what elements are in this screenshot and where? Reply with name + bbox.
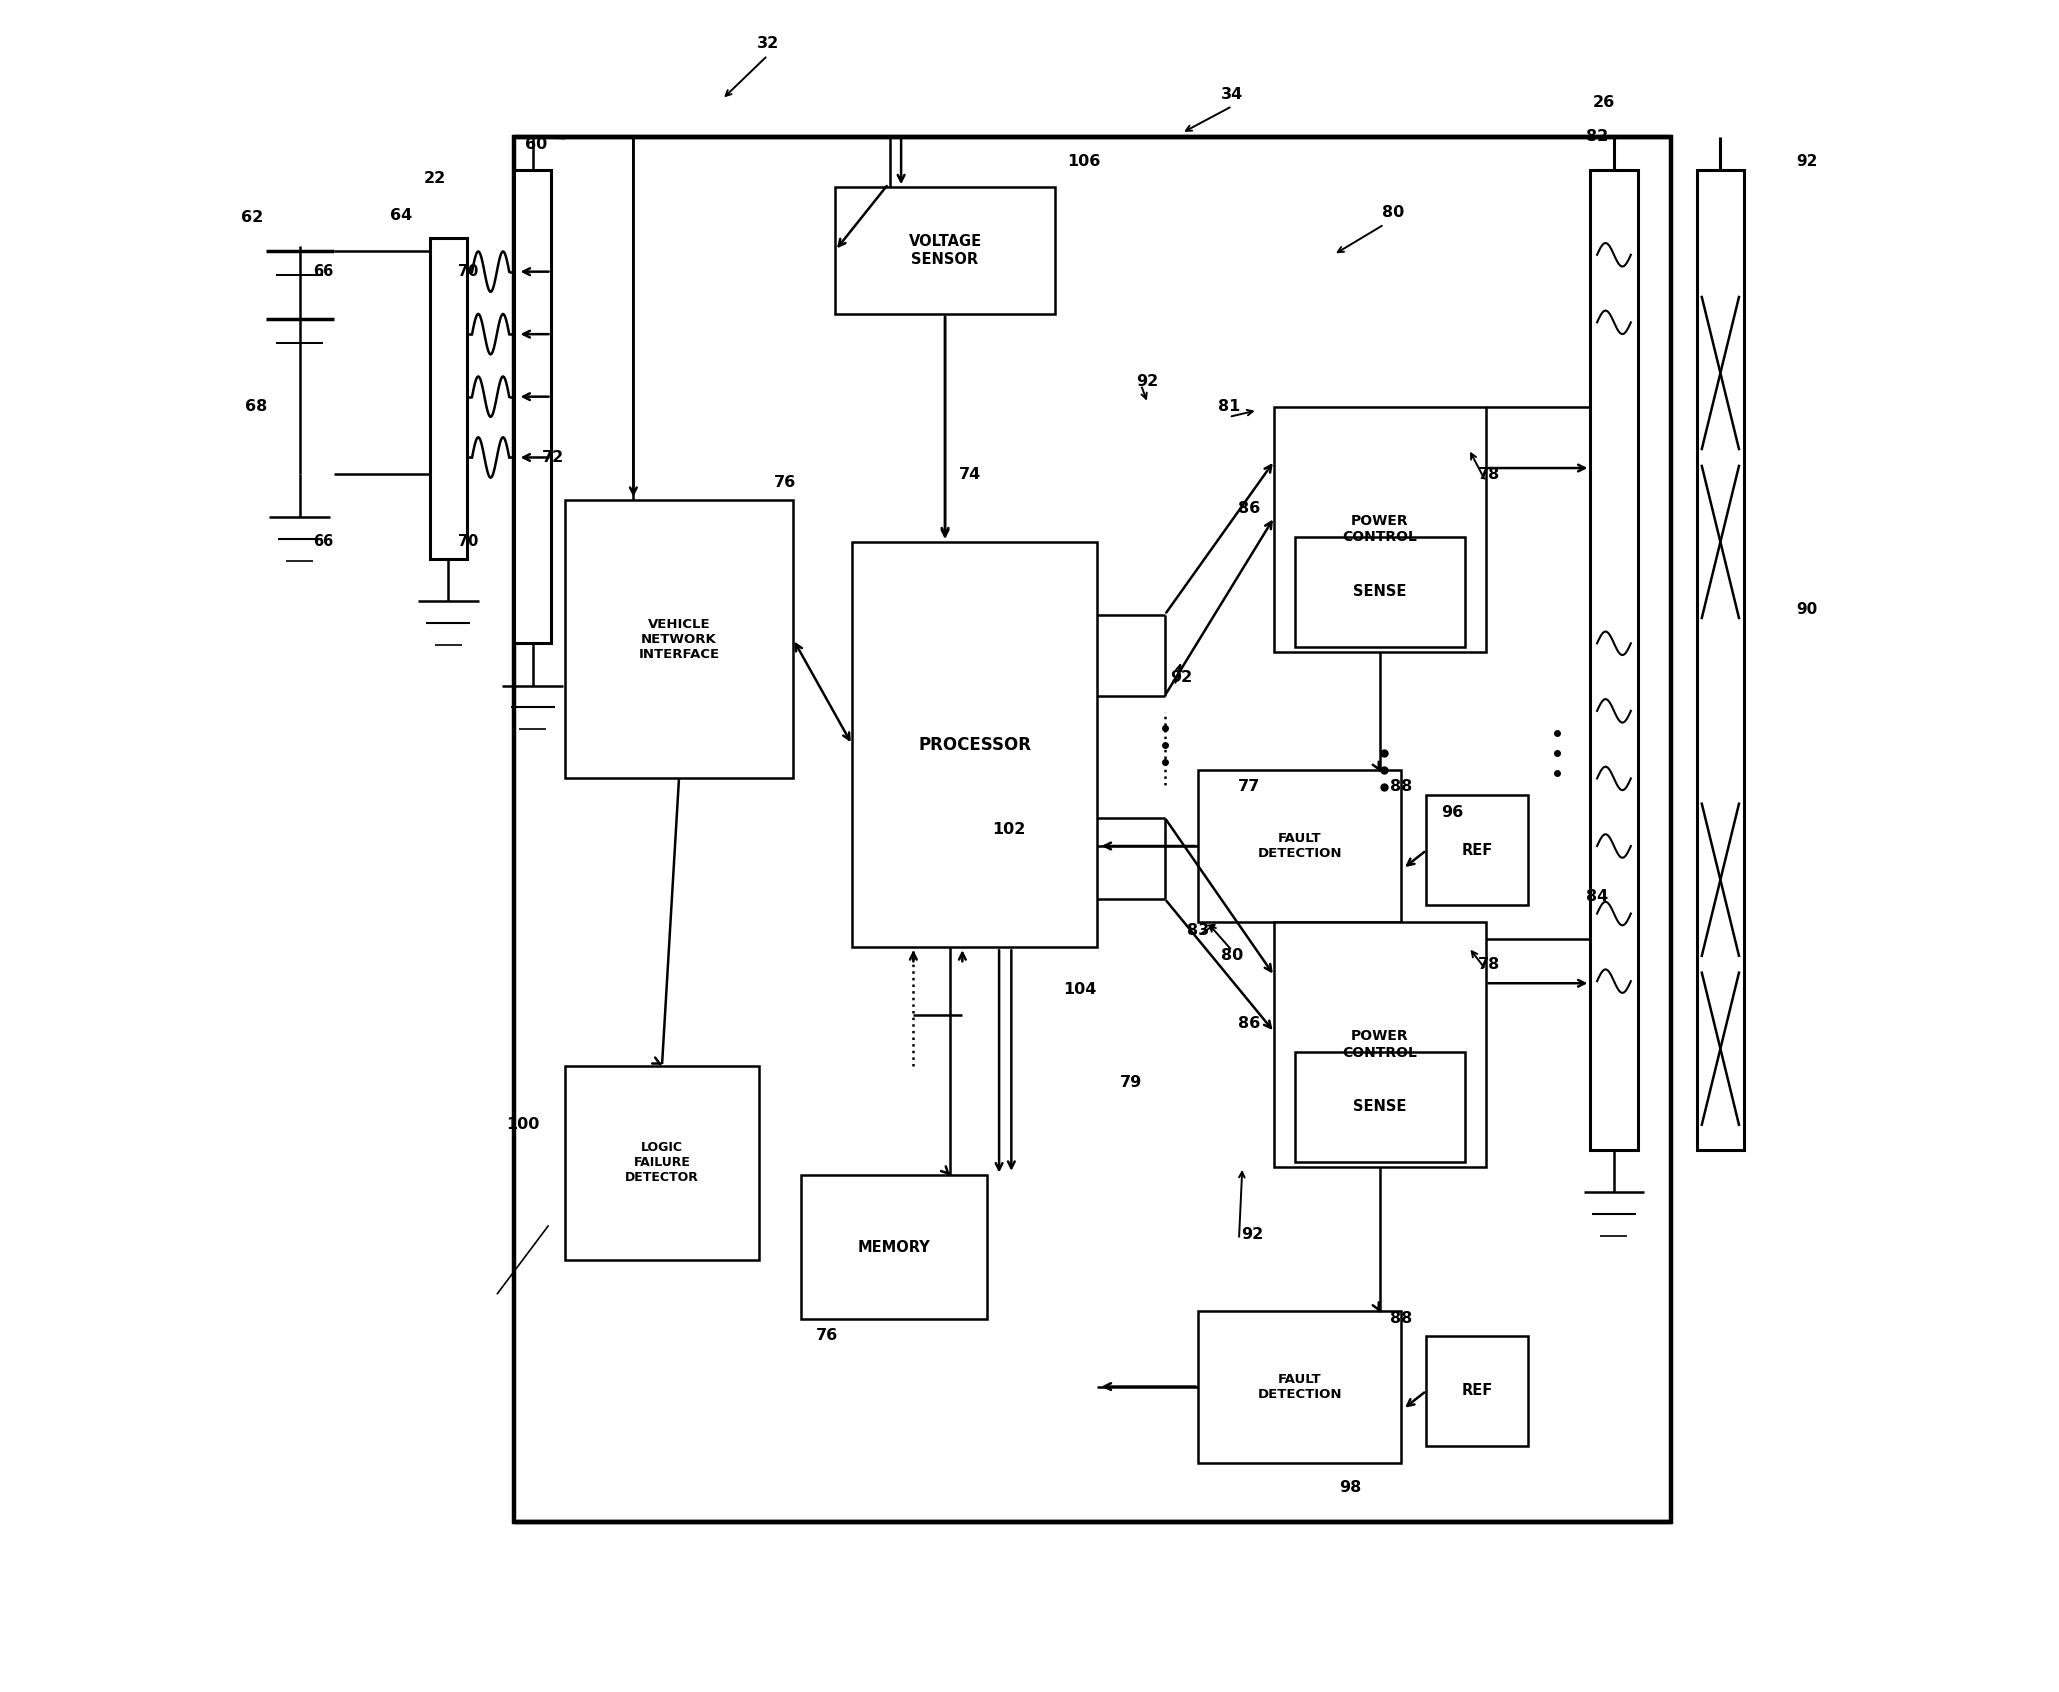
Bar: [515, 171, 552, 643]
Text: LOGIC
FAILURE
DETECTOR: LOGIC FAILURE DETECTOR: [626, 1140, 700, 1184]
Text: 70: 70: [459, 535, 480, 550]
Bar: [1590, 171, 1637, 1151]
Text: VOLTAGE
SENSOR: VOLTAGE SENSOR: [908, 235, 982, 267]
Bar: [1275, 922, 1487, 1167]
Text: REF: REF: [1462, 1384, 1493, 1398]
Bar: [1295, 1052, 1466, 1162]
Text: 34: 34: [1221, 86, 1244, 102]
Text: 72: 72: [542, 450, 564, 465]
Text: 106: 106: [1067, 154, 1100, 169]
Text: 66: 66: [313, 535, 334, 550]
Bar: [1697, 171, 1744, 1151]
Text: 92: 92: [1137, 374, 1159, 389]
Text: REF: REF: [1462, 843, 1493, 858]
Text: POWER
CONTROL: POWER CONTROL: [1342, 514, 1417, 545]
Text: 64: 64: [389, 208, 412, 223]
Text: 77: 77: [1237, 780, 1260, 794]
Text: 78: 78: [1478, 956, 1501, 971]
Text: SENSE: SENSE: [1353, 584, 1406, 599]
Text: PROCESSOR: PROCESSOR: [918, 736, 1032, 753]
Bar: [1275, 406, 1487, 651]
Bar: [1427, 795, 1528, 905]
Text: 92: 92: [1170, 670, 1192, 685]
Text: 66: 66: [313, 264, 334, 279]
Bar: [430, 239, 467, 558]
Text: 76: 76: [815, 1328, 838, 1343]
Text: 74: 74: [959, 467, 982, 482]
Text: 83: 83: [1188, 922, 1209, 937]
Text: POWER
CONTROL: POWER CONTROL: [1342, 1029, 1417, 1059]
Bar: [1427, 1337, 1528, 1445]
Text: 102: 102: [992, 822, 1025, 836]
Text: 88: 88: [1390, 1311, 1412, 1327]
Text: 92: 92: [1795, 154, 1818, 169]
Text: 68: 68: [245, 399, 268, 415]
Text: 70: 70: [459, 264, 480, 279]
Text: FAULT
DETECTION: FAULT DETECTION: [1258, 832, 1342, 860]
Text: 98: 98: [1338, 1480, 1361, 1496]
Text: 88: 88: [1390, 780, 1412, 794]
Text: 26: 26: [1594, 95, 1614, 110]
Bar: [515, 137, 1672, 1521]
Text: 76: 76: [774, 475, 795, 491]
Bar: [564, 499, 793, 778]
Text: MEMORY: MEMORY: [859, 1240, 931, 1255]
Text: 22: 22: [424, 171, 447, 186]
Text: 60: 60: [525, 137, 548, 152]
Text: 86: 86: [1237, 501, 1260, 516]
Text: 78: 78: [1478, 467, 1501, 482]
Text: 86: 86: [1237, 1015, 1260, 1030]
Text: 100: 100: [507, 1117, 539, 1132]
Bar: [564, 1066, 760, 1261]
Text: 82: 82: [1585, 129, 1608, 144]
Text: 32: 32: [756, 36, 778, 51]
Text: 96: 96: [1441, 805, 1464, 819]
Text: FAULT
DETECTION: FAULT DETECTION: [1258, 1372, 1342, 1401]
Text: SENSE: SENSE: [1353, 1100, 1406, 1115]
Text: 80: 80: [1221, 948, 1244, 963]
Bar: [801, 1176, 986, 1320]
Bar: [1295, 536, 1466, 646]
Text: 84: 84: [1585, 890, 1608, 904]
Text: 79: 79: [1120, 1074, 1143, 1090]
Text: 62: 62: [241, 210, 264, 225]
Bar: [1198, 1311, 1400, 1462]
Text: 92: 92: [1242, 1227, 1264, 1242]
Text: 90: 90: [1795, 602, 1818, 618]
Bar: [852, 541, 1097, 948]
Text: 104: 104: [1065, 981, 1097, 997]
Text: VEHICLE
NETWORK
INTERFACE: VEHICLE NETWORK INTERFACE: [638, 618, 719, 660]
Text: 80: 80: [1382, 205, 1404, 220]
Bar: [836, 188, 1054, 315]
Bar: [1198, 770, 1400, 922]
Text: 81: 81: [1217, 399, 1240, 415]
